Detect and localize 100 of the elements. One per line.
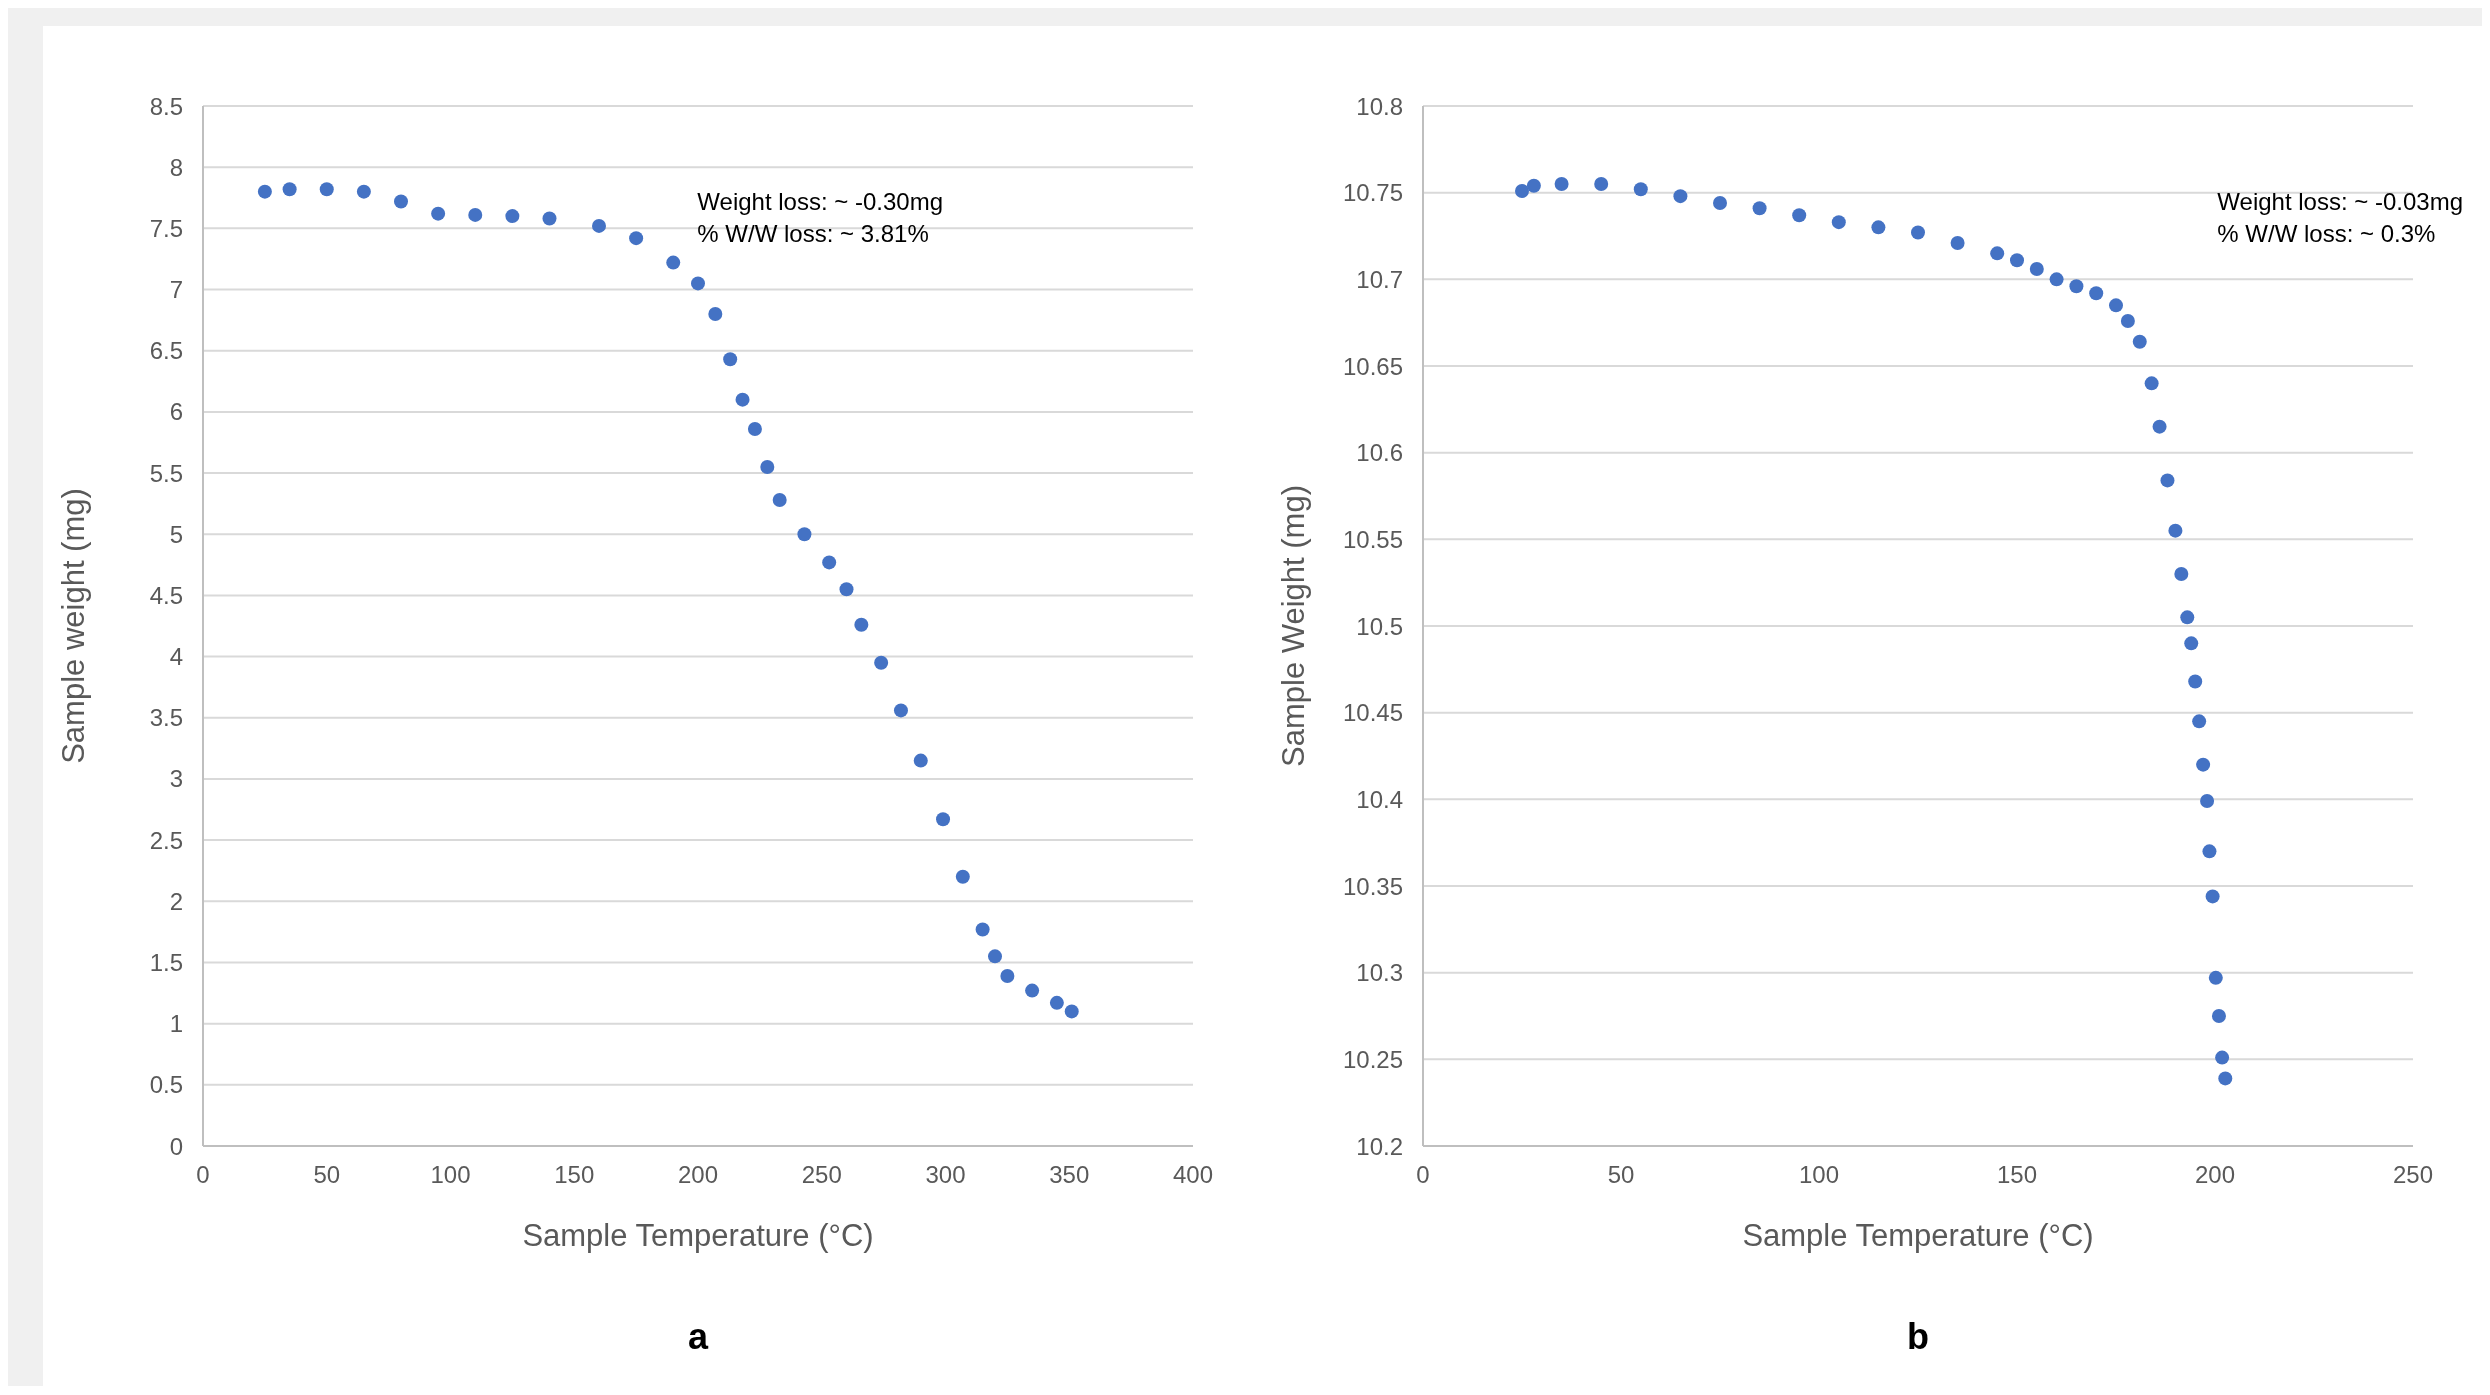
y-tick-label: 1.5 bbox=[149, 948, 183, 976]
point bbox=[257, 184, 272, 199]
point bbox=[1554, 177, 1569, 191]
point bbox=[2132, 334, 2147, 349]
text: a bbox=[687, 1316, 710, 1358]
point bbox=[2049, 272, 2064, 287]
point bbox=[2208, 970, 2223, 985]
point bbox=[1025, 983, 1040, 998]
y-tick-label: 10.25 bbox=[1342, 1045, 1403, 1073]
point bbox=[282, 182, 297, 197]
x-tick-label: 150 bbox=[1996, 1161, 2038, 1189]
x-tick-label: 200 bbox=[677, 1161, 719, 1189]
point bbox=[913, 753, 928, 768]
point bbox=[2188, 674, 2203, 689]
x-tick-label: 100 bbox=[1798, 1161, 1840, 1189]
point bbox=[708, 307, 723, 321]
point bbox=[1831, 215, 1846, 230]
point bbox=[394, 194, 408, 209]
y-tick-label: 4 bbox=[169, 643, 183, 671]
point bbox=[893, 703, 908, 718]
x-tick-label: 0 bbox=[1416, 1161, 1430, 1189]
point bbox=[2144, 376, 2159, 391]
point bbox=[2200, 794, 2215, 809]
x-tick-label: 250 bbox=[2392, 1161, 2434, 1189]
point bbox=[1911, 225, 1925, 240]
y-tick-label: 6 bbox=[169, 398, 183, 426]
y-tick-label: 3.5 bbox=[149, 704, 183, 732]
point bbox=[735, 392, 750, 407]
point bbox=[2168, 523, 2183, 538]
point bbox=[505, 209, 520, 224]
text: b bbox=[1906, 1316, 1930, 1358]
point bbox=[822, 555, 837, 570]
y-tick-label: 10.35 bbox=[1342, 872, 1403, 900]
y-tick-label: 10.5 bbox=[1356, 612, 1403, 640]
y-tick-label: 0 bbox=[169, 1132, 183, 1160]
y-tick-label: 7.5 bbox=[149, 214, 183, 242]
point bbox=[955, 869, 970, 884]
point bbox=[1950, 235, 1965, 250]
point bbox=[1049, 995, 1064, 1010]
point bbox=[797, 527, 812, 542]
point bbox=[723, 352, 738, 367]
point bbox=[760, 459, 775, 474]
x-tick-label: 50 bbox=[1607, 1161, 1635, 1189]
point bbox=[2089, 286, 2104, 301]
y-tick-label: 10.45 bbox=[1342, 699, 1403, 727]
point bbox=[1594, 177, 1609, 191]
annotation: Weight loss: ~ -0.30mg bbox=[697, 187, 943, 217]
point bbox=[1752, 201, 1767, 216]
x-axis-title: Sample Temperature (°C) bbox=[522, 1218, 874, 1253]
point bbox=[319, 182, 334, 197]
point bbox=[747, 422, 762, 437]
y-tick-label: 10.8 bbox=[1356, 92, 1403, 120]
point bbox=[666, 255, 681, 270]
y-axis-title: Sample weight (mg) bbox=[56, 488, 92, 764]
point bbox=[2215, 1050, 2230, 1065]
point bbox=[431, 206, 446, 221]
point bbox=[2160, 473, 2175, 488]
point bbox=[1871, 220, 1886, 235]
point bbox=[2180, 610, 2195, 625]
y-tick-label: 10.6 bbox=[1356, 439, 1403, 467]
annotation: Weight loss: ~ -0.03mg bbox=[2217, 187, 2463, 217]
point bbox=[2069, 279, 2084, 294]
y-tick-label: 7 bbox=[169, 276, 183, 304]
point bbox=[854, 617, 869, 632]
point bbox=[1990, 246, 2005, 261]
x-tick-label: 350 bbox=[1049, 1161, 1090, 1189]
point bbox=[2196, 757, 2211, 772]
annotation: % W/W loss: ~ 3.81% bbox=[697, 219, 930, 249]
point bbox=[2205, 889, 2220, 904]
y-tick-label: 8 bbox=[169, 153, 183, 181]
x-tick-label: 0 bbox=[196, 1161, 210, 1189]
y-tick-label: 10.2 bbox=[1356, 1132, 1403, 1160]
point bbox=[2218, 1071, 2233, 1086]
point bbox=[2211, 1009, 2226, 1023]
y-tick-label: 10.7 bbox=[1356, 265, 1403, 293]
point bbox=[1673, 189, 1688, 204]
point bbox=[542, 211, 557, 226]
point bbox=[936, 812, 951, 827]
point bbox=[592, 218, 606, 233]
y-tick-label: 10.3 bbox=[1356, 959, 1403, 987]
x-tick-label: 250 bbox=[801, 1161, 842, 1189]
y-tick-label: 8.5 bbox=[149, 92, 183, 120]
y-axis-title: Sample Weight (mg) bbox=[1276, 485, 1312, 767]
x-tick-label: 50 bbox=[313, 1161, 341, 1189]
point bbox=[772, 492, 787, 507]
y-tick-label: 0.5 bbox=[149, 1071, 183, 1099]
x-tick-label: 100 bbox=[430, 1161, 471, 1189]
point bbox=[1064, 1004, 1079, 1019]
y-tick-label: 6.5 bbox=[149, 337, 183, 365]
point bbox=[2174, 567, 2189, 581]
point bbox=[2029, 261, 2044, 276]
x-tick-label: 200 bbox=[2194, 1161, 2236, 1189]
point bbox=[468, 207, 483, 222]
point bbox=[1792, 208, 1807, 223]
y-tick-label: 10.75 bbox=[1342, 179, 1403, 207]
point bbox=[356, 184, 371, 199]
point bbox=[988, 949, 1002, 964]
y-tick-label: 5 bbox=[169, 520, 183, 548]
point bbox=[2010, 253, 2024, 268]
point bbox=[975, 922, 990, 937]
